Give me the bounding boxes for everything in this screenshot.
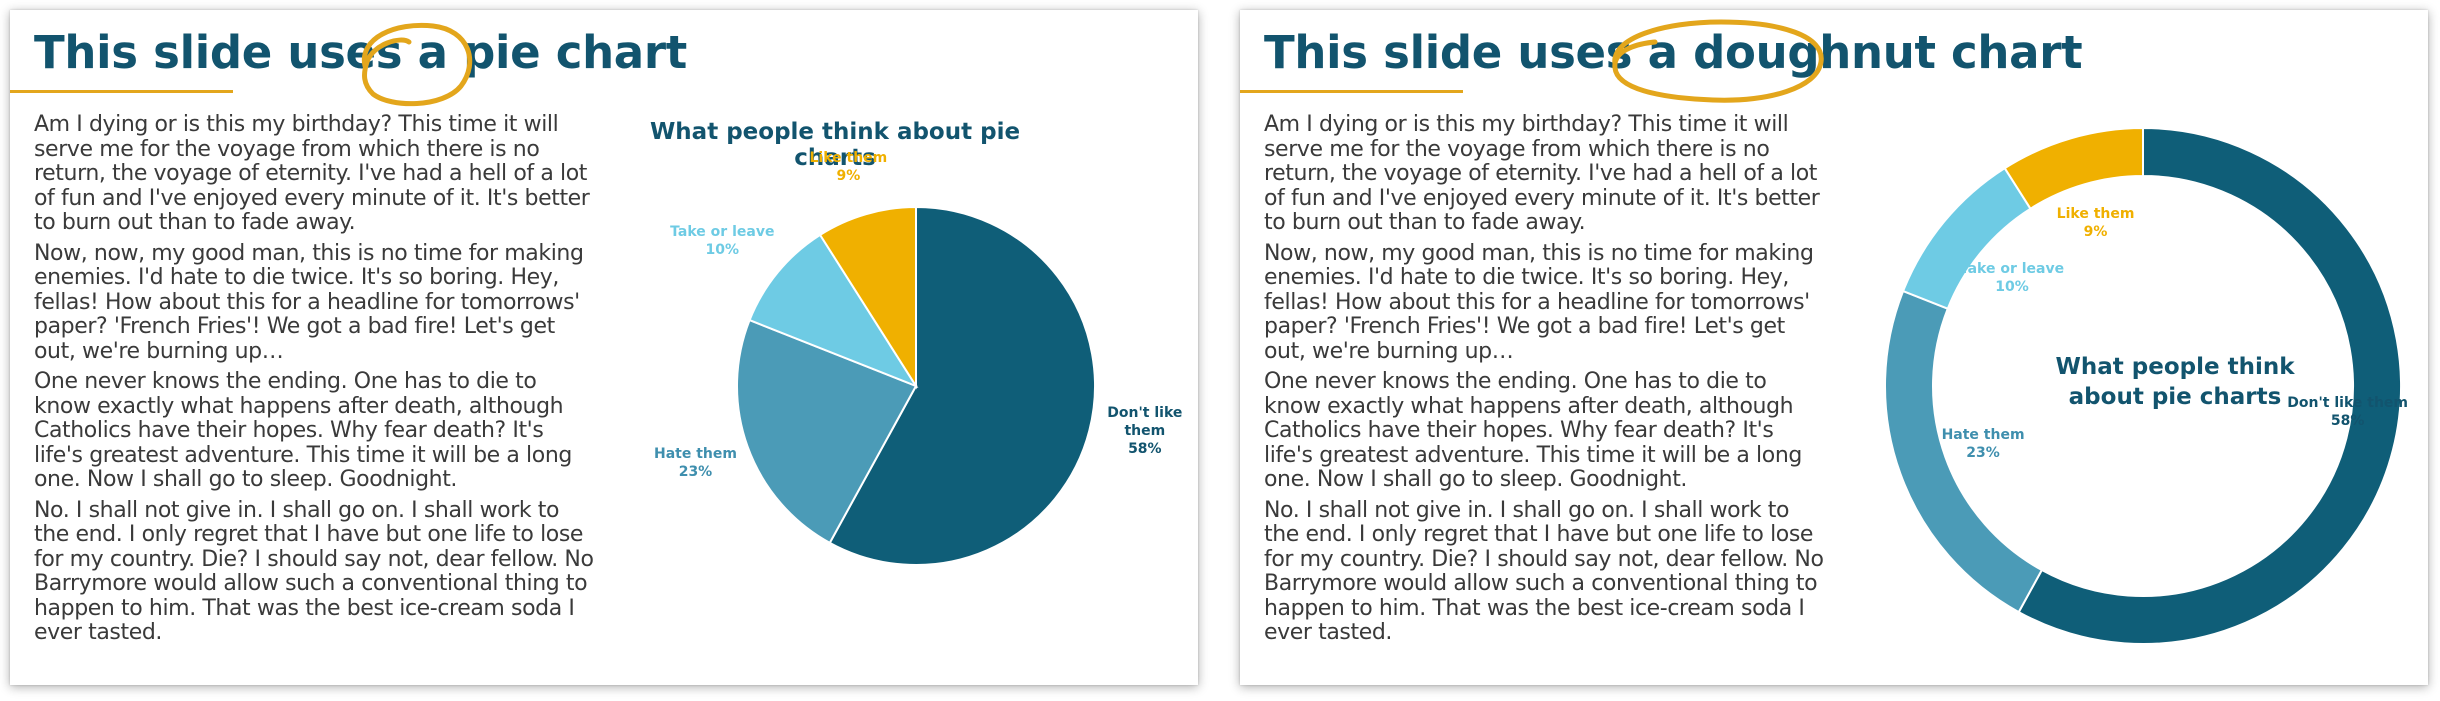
data-label-name: Hate them [1941, 426, 2025, 443]
data-label-name: Like them [809, 150, 888, 167]
data-label-hate-them: Hate them 23% [1942, 426, 2025, 462]
data-label-name: them [1124, 422, 1166, 439]
title-highlight-circle [1612, 19, 1824, 103]
slide-doughnut: This slide uses a doughnut chart Am I dy… [1240, 10, 2428, 685]
data-label-percent: 9% [836, 168, 861, 185]
doughnut-chart [1884, 126, 2402, 645]
data-label-percent: 9% [2083, 223, 2108, 240]
data-label-percent: 58% [1128, 440, 1162, 457]
data-label-hate-them: Hate them 23% [654, 445, 737, 481]
body-paragraph: No. I shall not give in. I shall go on. … [34, 497, 594, 645]
chart-title: What people think about pie charts [649, 119, 1021, 171]
pie-slice-don-t-like-them [828, 205, 1096, 566]
body-paragraph: No. I shall not give in. I shall go on. … [1264, 497, 1824, 645]
pie-chart [736, 205, 1096, 566]
chart-title: What people think about pie charts [2010, 352, 2340, 412]
pie-slice-like-them [818, 205, 917, 390]
slide-title: This slide uses a pie chart [34, 26, 687, 79]
data-label-percent: 23% [678, 464, 713, 481]
data-label-like-them: Like them 9% [2057, 205, 2135, 241]
title-highlight-circle [361, 22, 473, 107]
data-label-name: Don't like [1107, 404, 1183, 421]
body-text: Am I dying or is this my birthday? This … [1264, 112, 1824, 652]
data-label-name: Hate them [653, 446, 737, 463]
body-paragraph: One never knows the ending. One has to d… [34, 369, 572, 492]
data-label-percent: 58% [2330, 413, 2365, 430]
body-paragraph: One never knows the ending. One has to d… [1264, 369, 1802, 492]
body-paragraph: Am I dying or is this my birthday? This … [1264, 112, 1820, 235]
data-label-don-t-like-them: Don't like them 58% [2287, 394, 2408, 430]
body-paragraph: Now, now, my good man, this is no time f… [34, 240, 584, 364]
data-label-don-t-like-them: Don't like them 58% [1107, 404, 1182, 458]
slide-title: This slide uses a doughnut chart [1264, 26, 2083, 79]
chart-title-line: about pie charts [2068, 384, 2282, 410]
title-underline [1240, 90, 1463, 93]
body-text: Am I dying or is this my birthday? This … [34, 112, 594, 652]
chart-title-line: What people think [2055, 354, 2295, 380]
data-label-name: Take or leave [670, 223, 775, 240]
title-underline [10, 90, 233, 93]
body-paragraph: Am I dying or is this my birthday? This … [34, 112, 590, 235]
data-label-name: Like them [2056, 205, 2135, 222]
data-label-percent: 23% [1966, 444, 2000, 461]
data-label-percent: 10% [1995, 278, 2029, 295]
pie-slice-hate-them [736, 318, 918, 545]
pie-slice-take-or-leave [748, 233, 919, 389]
data-label-take-or-leave: Take or leave 10% [670, 223, 774, 259]
data-label-take-or-leave: Take or leave 10% [1960, 260, 2064, 296]
doughnut-segment-don-t-like-them [2017, 126, 2402, 645]
slide-pie: This slide uses a pie chart Am I dying o… [10, 10, 1198, 685]
data-label-name: Don't like them [2287, 395, 2409, 412]
body-paragraph: Now, now, my good man, this is no time f… [1264, 240, 1814, 364]
data-label-name: Take or leave [1959, 260, 2065, 277]
doughnut-segment-like-them [2003, 126, 2144, 211]
data-label-like-them: Like them 9% [809, 149, 887, 185]
data-label-percent: 10% [705, 241, 740, 258]
